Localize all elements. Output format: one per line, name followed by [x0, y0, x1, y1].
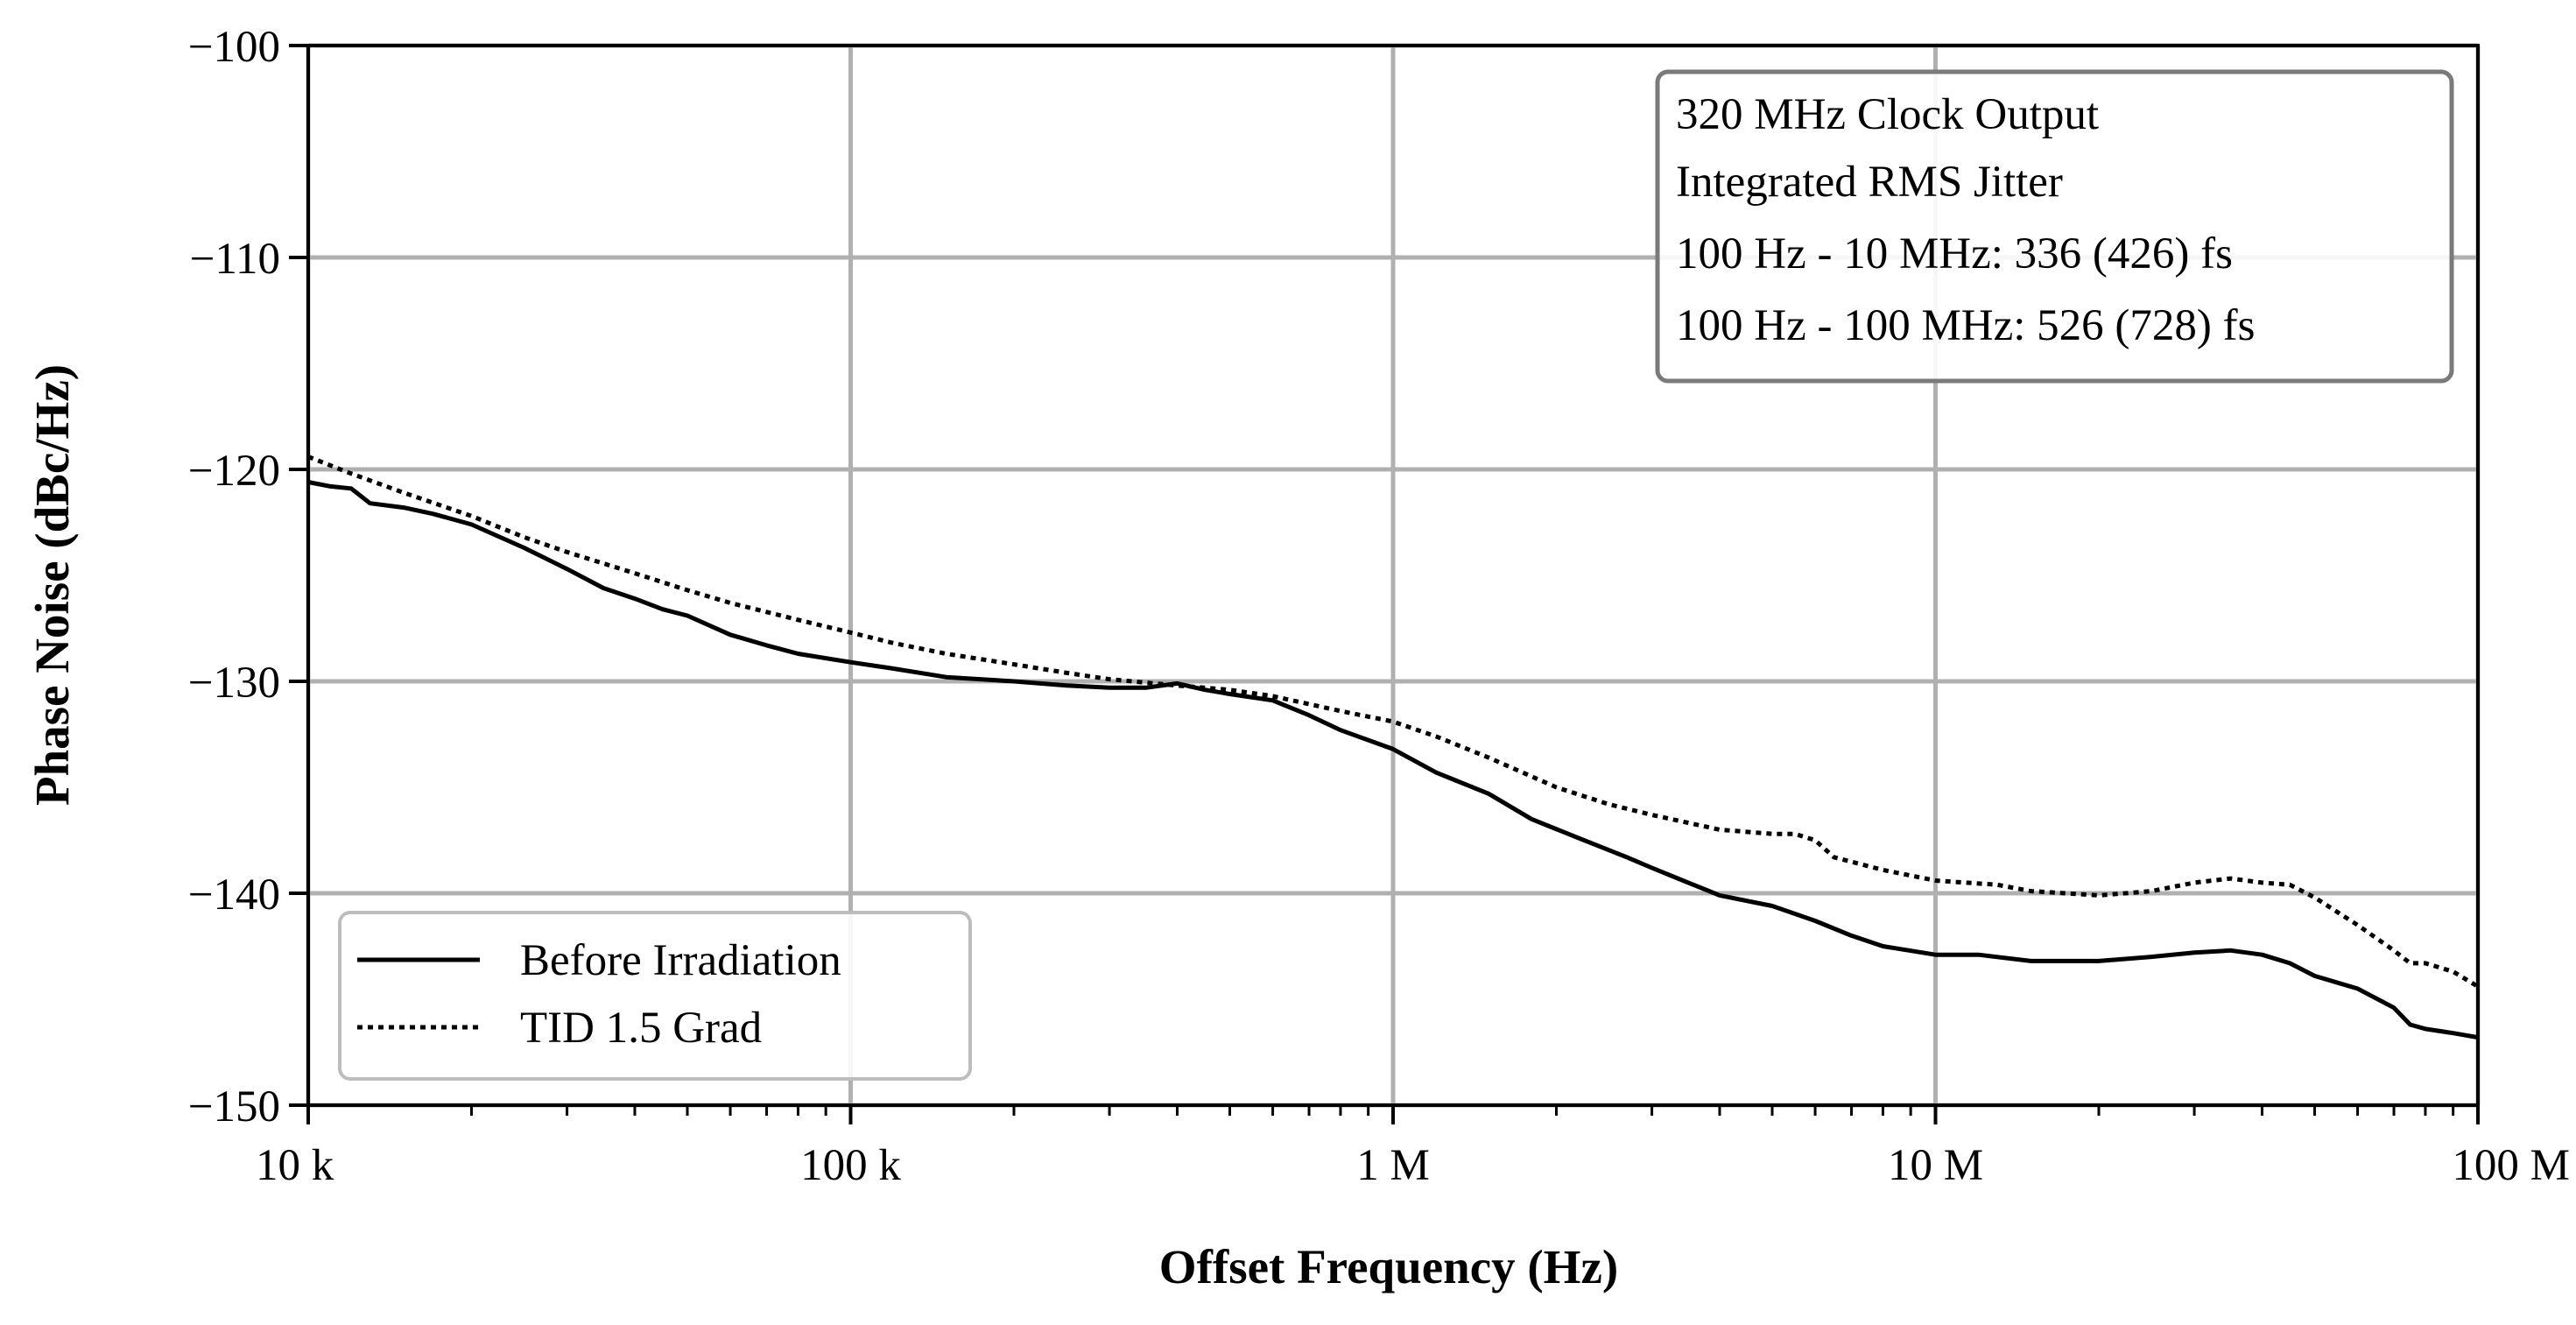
legend-label-before-irradiation: Before Irradiation — [520, 936, 841, 985]
x-tick-label: 100 k — [800, 1141, 901, 1190]
annotation-line-3: 100 Hz - 10 MHz: 336 (426) fs — [1676, 229, 2233, 278]
annotation-frame — [1655, 69, 2454, 384]
annotation-line-1: 320 MHz Clock Output — [1676, 90, 2099, 139]
y-tick-label: −110 — [190, 235, 280, 284]
x-tick-label: 100 M — [2452, 1141, 2570, 1190]
y-tick-label: −140 — [188, 870, 280, 920]
y-tick-label: −130 — [188, 659, 280, 708]
series-line-before-irradiation — [307, 480, 2479, 1040]
y-tick-label: −100 — [188, 23, 280, 72]
legend-label-tid-1-5-grad: TID 1.5 Grad — [520, 1004, 762, 1053]
x-tick-label: 10 k — [256, 1141, 334, 1190]
y-tick-label: −150 — [188, 1082, 280, 1131]
series-layer — [307, 455, 2480, 1040]
annotation-line-4: 100 Hz - 100 MHz: 526 (728) fs — [1676, 301, 2255, 350]
series-line-tid-1-5-grad — [307, 455, 2480, 989]
legend-frame — [338, 911, 972, 1081]
axis-ticks: 10 k 100 k 1 M 10 M 100 M −100 −110 −120 −130 −14… — [188, 23, 2570, 1190]
annotation-box: 320 MHz Clock Output Integrated RMS Jitt… — [1655, 69, 2454, 384]
legend: Before Irradiation TID 1.5 Grad — [338, 911, 972, 1081]
x-tick-label: 1 M — [1356, 1141, 1430, 1190]
y-tick-label: −120 — [188, 447, 280, 496]
y-axis-title: Phase Noise (dBc/Hz) — [25, 364, 79, 806]
annotation-line-2: Integrated RMS Jitter — [1676, 158, 2063, 207]
x-tick-label: 10 M — [1888, 1141, 1983, 1190]
x-axis-title: Offset Frequency (Hz) — [1159, 1240, 1618, 1293]
